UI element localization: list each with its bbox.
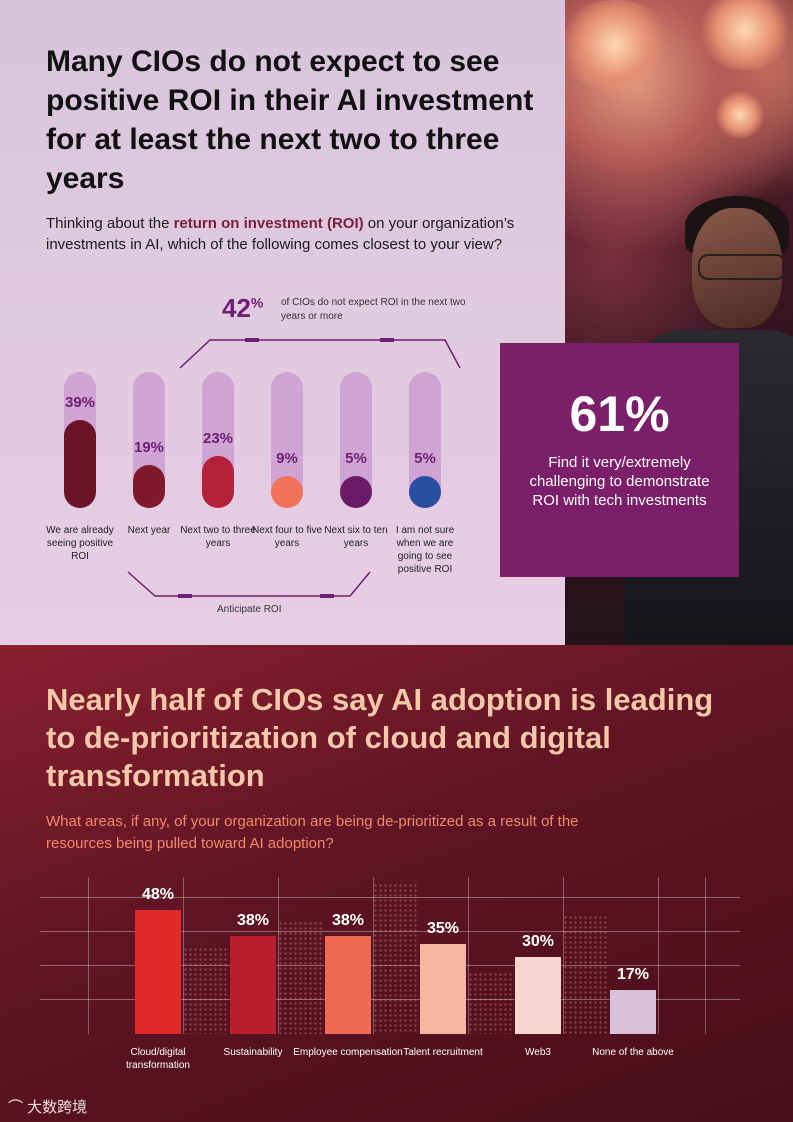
pill-fill	[202, 455, 234, 508]
bar-category-label: None of the above	[592, 1047, 674, 1058]
pill-track	[409, 372, 441, 508]
lamp-glow	[565, 0, 675, 90]
section1-question: Thinking about the return on investment …	[46, 215, 515, 253]
stat-text: Find it very/extremely challenging to de…	[529, 454, 710, 509]
section2-title: Nearly half of CIOs say AI adoption is l…	[46, 682, 714, 793]
bar-value-label: 35%	[426, 919, 460, 937]
pill-value-label: 19%	[133, 438, 165, 456]
bar	[325, 935, 371, 1034]
pill-category-label: Next four to five years	[251, 525, 323, 549]
pill-value-label: 39%	[64, 393, 96, 411]
dot-pattern	[468, 972, 513, 1034]
lamp-glow	[715, 90, 765, 140]
dot-pattern	[278, 921, 323, 1034]
bar	[610, 990, 656, 1034]
pill-category-label: We are already seeing positive ROI	[46, 525, 114, 562]
bar	[135, 910, 181, 1034]
glasses	[698, 254, 786, 280]
watermark-logo: ⌒ 大数跨境	[8, 1099, 88, 1116]
highlight-text: of CIOs do not expect ROI in the next tw…	[281, 297, 466, 322]
gridline	[658, 877, 659, 1034]
pill-category-label: Next six to ten years	[324, 525, 388, 549]
bar-value-label: 17%	[616, 966, 650, 984]
gridline	[468, 877, 469, 1034]
gridline	[88, 877, 89, 1034]
bar-value-label: 38%	[236, 911, 270, 929]
lamp-glow	[695, 0, 793, 70]
dot-pattern	[373, 883, 418, 1034]
pill-value-label: 5%	[414, 450, 436, 467]
bottom-section	[0, 645, 793, 1122]
dot-pattern	[183, 947, 228, 1034]
bar-category-label: Employee compensation	[293, 1047, 403, 1058]
pill-fill	[409, 476, 441, 508]
pill-fill	[133, 464, 165, 508]
bar	[420, 943, 466, 1034]
pill-track	[271, 372, 303, 508]
bar-value-label: 48%	[141, 886, 175, 904]
bar-category-label: Cloud/digital transformation	[126, 1047, 190, 1071]
pill-track	[64, 372, 96, 508]
pill-value-label: 5%	[345, 450, 367, 467]
gridline	[40, 897, 740, 898]
bar-category-label: Sustainability	[223, 1047, 283, 1058]
bar	[230, 935, 276, 1034]
pill-value-label: 23%	[202, 429, 234, 447]
gridline	[278, 877, 279, 1034]
pill-fill	[340, 476, 372, 508]
highlight-42: 42%	[222, 293, 264, 323]
bracket-lines	[127, 338, 461, 598]
dot-pattern	[563, 915, 608, 1034]
gridline	[40, 931, 740, 932]
section1-title: Many CIOs do not expect to see positive …	[46, 45, 534, 195]
pill-track	[133, 372, 165, 508]
pill-category-label: I am not sure when we are going to see p…	[395, 525, 455, 575]
bar-value-label: 38%	[331, 911, 365, 929]
pill-category-label: Next two to three years	[180, 525, 256, 549]
bar	[515, 956, 561, 1034]
pill-track	[202, 372, 234, 508]
stat-card: 61% Find it very/extremely challenging t…	[500, 343, 739, 577]
section2-question: What areas, if any, of your organization…	[46, 813, 579, 852]
pill-fill	[271, 476, 303, 508]
pill-track	[340, 372, 372, 508]
person-head	[692, 208, 782, 328]
gridline	[183, 877, 184, 1034]
stat-value: 61%	[569, 386, 670, 442]
anticipate-roi-label: Anticipate ROI	[217, 604, 282, 615]
gridline	[563, 877, 564, 1034]
gridline	[40, 999, 740, 1000]
gridline	[705, 877, 706, 1034]
bar-value-label: 30%	[521, 932, 555, 950]
pill-category-label: Next year	[127, 525, 171, 536]
gridline	[40, 965, 740, 966]
bar-category-label: Web3	[525, 1047, 551, 1058]
pill-fill	[64, 419, 96, 508]
pill-value-label: 9%	[276, 450, 298, 467]
bar-category-label: Talent recruitment	[403, 1047, 483, 1058]
gridline	[373, 877, 374, 1034]
